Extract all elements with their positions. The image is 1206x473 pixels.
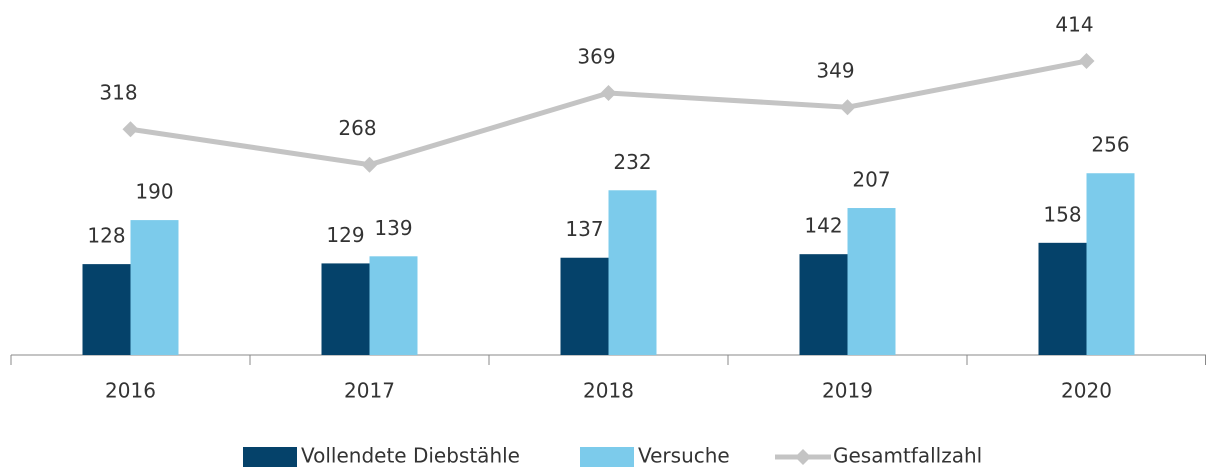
data-label: 318 [99,81,137,105]
legend-label: Versuche [638,444,730,468]
data-label: 207 [852,168,890,192]
data-label: 137 [565,217,603,241]
bar [82,264,131,355]
x-tick-label: 2020 [1061,379,1112,403]
bar [608,190,657,355]
data-label: 129 [326,223,364,247]
bar [1038,242,1087,355]
bar [1086,173,1135,355]
data-label: 190 [135,180,173,204]
marker [1078,53,1095,70]
data-label: 142 [804,214,842,238]
bar [130,220,179,355]
line [130,58,1087,168]
data-label: 268 [338,116,376,140]
data-label: 232 [613,150,651,174]
marker [122,121,139,138]
legend-label: Vollendete Diebstähle [301,444,520,468]
legend-swatch [795,449,811,465]
data-label: 369 [577,45,615,69]
data-label: 349 [816,59,854,83]
legend-label: Gesamtfallzahl [833,444,982,468]
legend-swatch [243,447,297,467]
marker [361,156,378,173]
data-label: 139 [374,216,412,240]
data-label: 256 [1091,133,1129,157]
marker [839,99,856,116]
x-tick-label: 2017 [344,379,395,403]
x-tick-label: 2019 [822,379,873,403]
data-label: 128 [87,224,125,248]
bar [847,208,896,355]
marker [600,85,617,102]
data-label: 158 [1043,202,1081,226]
data-label: 414 [1055,13,1093,37]
x-tick-label: 2018 [583,379,634,403]
bar [799,254,848,355]
x-tick-label: 2016 [105,379,156,403]
bar [560,257,609,355]
bar [369,256,418,355]
legend-swatch [580,447,634,467]
bar [321,263,370,355]
